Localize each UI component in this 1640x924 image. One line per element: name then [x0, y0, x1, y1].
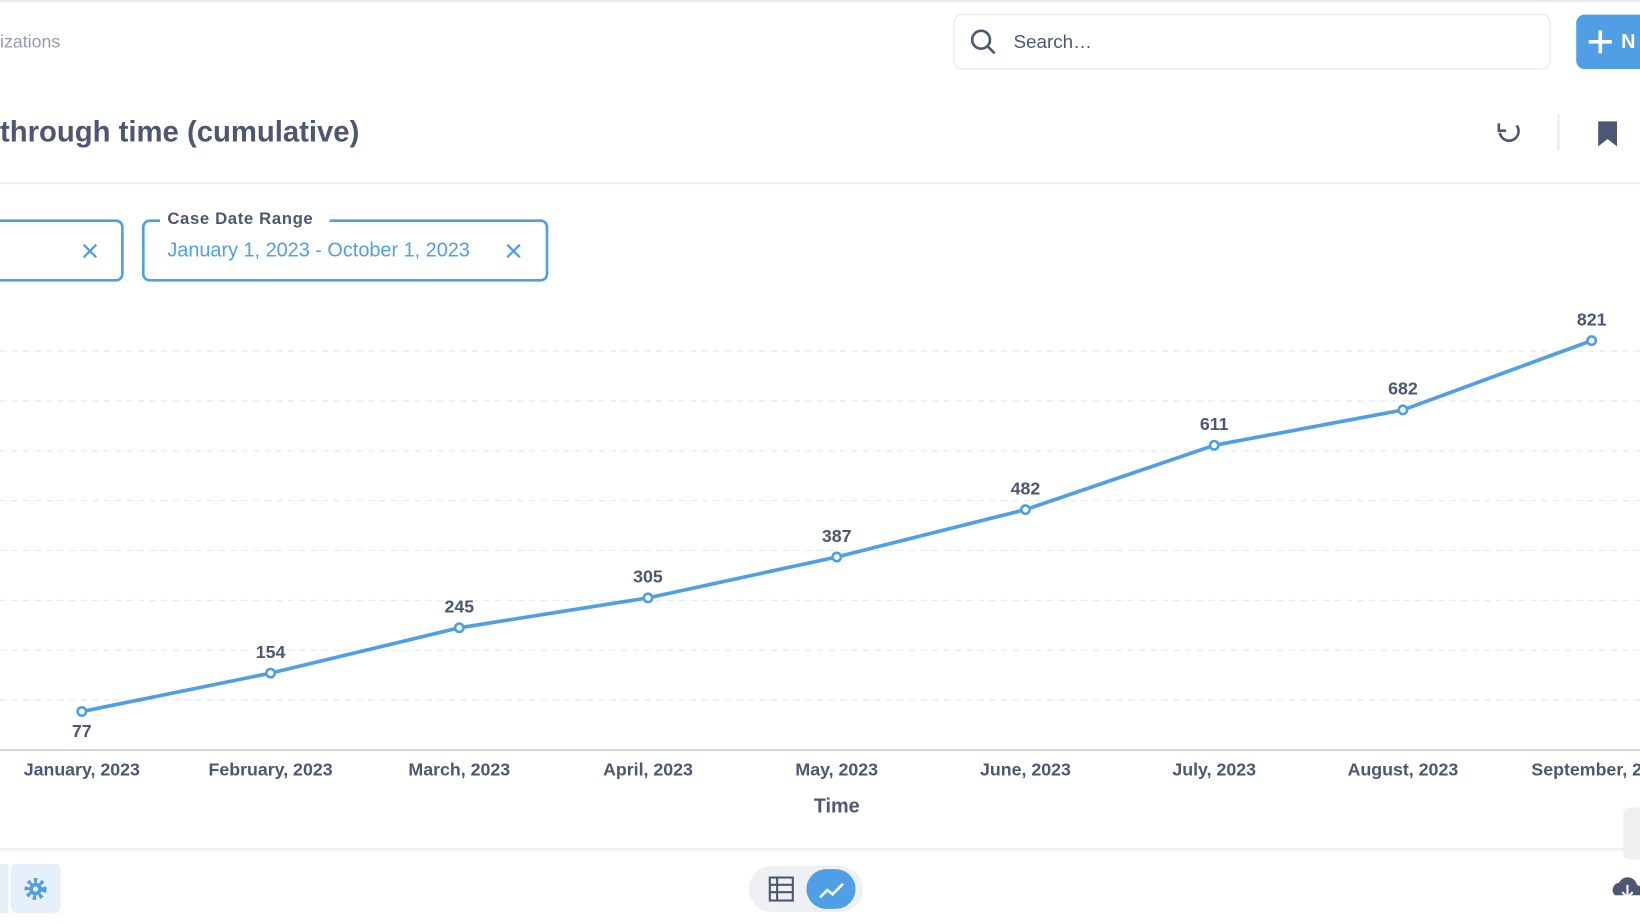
data-label: 821 — [1577, 309, 1607, 329]
point — [831, 551, 843, 563]
chart-toggle[interactable] — [806, 869, 856, 909]
download-icon[interactable] — [1612, 877, 1640, 896]
point — [265, 667, 277, 679]
point — [1019, 504, 1031, 516]
bookmark-icon[interactable] — [1598, 121, 1617, 147]
refresh-icon — [1497, 123, 1507, 133]
x-tick-label: May, 2023 — [795, 760, 878, 780]
gear-icon — [32, 886, 39, 892]
point — [76, 706, 88, 718]
point — [1586, 335, 1598, 347]
x-tick-label: July, 2023 — [1172, 760, 1256, 780]
filter-widget[interactable] — [141, 219, 549, 282]
data-label: 482 — [1011, 478, 1041, 498]
gear-icon — [24, 878, 47, 901]
breadcrumb[interactable]: izations — [0, 32, 60, 52]
search-icon — [986, 45, 996, 55]
filter-widget[interactable] — [0, 219, 124, 282]
new-button-label: N — [1621, 31, 1635, 53]
filter-label: Case Date Range — [167, 209, 313, 228]
x-tick-label: August, 2023 — [1348, 760, 1459, 780]
data-label: 154 — [256, 642, 286, 662]
data-label: 611 — [1200, 414, 1229, 434]
data-label: 245 — [444, 597, 474, 617]
x-tick-label: February, 2023 — [208, 760, 332, 780]
search-box[interactable] — [953, 14, 1551, 70]
x-tick-label: March, 2023 — [408, 760, 510, 780]
button-edge — [0, 863, 9, 914]
clear-icon[interactable] — [82, 243, 98, 259]
table-icon[interactable] — [768, 876, 794, 902]
label-backdrop — [160, 209, 330, 231]
point — [642, 592, 654, 604]
x-tick-label: April, 2023 — [603, 760, 693, 780]
data-label: 77 — [72, 721, 92, 741]
refresh-icon[interactable] — [1498, 124, 1520, 142]
table-icon-frame — [768, 876, 794, 902]
data-label: 305 — [633, 567, 663, 587]
line-icon — [819, 882, 844, 899]
table-icon-lines — [769, 877, 793, 901]
search-icon — [970, 29, 992, 50]
clear-icon[interactable] — [506, 243, 521, 259]
x-tick-label: September, 20 — [1531, 760, 1640, 780]
x-axis-label: Time — [814, 796, 860, 818]
search-placeholder: Search… — [1013, 31, 1091, 52]
data-label: 682 — [1388, 379, 1418, 399]
x-tick-label: January, 2023 — [24, 760, 140, 780]
scroll-handle[interactable] — [1623, 807, 1640, 860]
point — [453, 622, 465, 634]
point — [1208, 439, 1220, 451]
download-icon — [1621, 884, 1634, 899]
data-label: 387 — [822, 526, 852, 546]
filter-value: January 1, 2023 - October 1, 2023 — [167, 239, 470, 261]
x-tick-label: June, 2023 — [980, 760, 1071, 780]
point — [1397, 404, 1409, 416]
question-title: through time (cumulative) — [0, 116, 359, 149]
plus-icon — [1588, 30, 1612, 54]
